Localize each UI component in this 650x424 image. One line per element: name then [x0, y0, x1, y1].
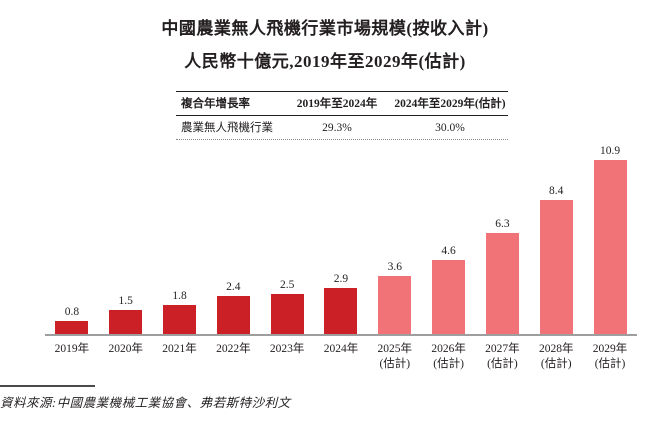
- bar-value-label: 1.8: [172, 290, 187, 303]
- bar-actual: [324, 287, 358, 334]
- x-axis-label: 2025年 (估計): [368, 336, 422, 372]
- x-axis-year: 2029年: [592, 343, 628, 355]
- bar-chart: 0.8 1.5 1.8 2.4 2.5 2.9 3.6 4.6 6.3 8.4 10.9 2019年…: [45, 142, 637, 372]
- cagr-row-period1-value: 29.3%: [322, 122, 352, 134]
- x-axis-estimate-note: (估計): [487, 358, 518, 370]
- bar-value-label: 2.4: [226, 280, 241, 293]
- source-block: 資料來源:中國農業機械工業協會、弗若斯特沙利文: [0, 385, 650, 411]
- bar-column: 0.8: [45, 306, 99, 334]
- x-axis-label: 2021年: [153, 336, 207, 372]
- cagr-table: 複合年增長率 2019年至2024年 2024年至2029年(估計) 農業無人飛…: [176, 91, 508, 140]
- x-axis-year: 2026年: [431, 343, 466, 355]
- bar-estimate: [539, 199, 573, 334]
- bar-value-label: 4.6: [441, 245, 456, 258]
- bar-actual: [109, 310, 143, 334]
- bar-value-label: 2.5: [279, 279, 295, 291]
- bar-value-label: 1.5: [118, 295, 133, 307]
- cagr-row-period2-value: 30.0%: [435, 122, 465, 134]
- bar-chart-x-axis-labels: 2019年 2020年 2021年 2022年 2023年 2024年 2025年 (估計) 2…: [45, 336, 637, 372]
- x-axis-estimate-note: (估計): [433, 358, 464, 370]
- bar-estimate: [432, 260, 466, 334]
- source-text: 資料來源:中國農業機械工業協會、弗若斯特沙利文: [0, 396, 291, 410]
- chart-title-line1: 中國農業無人飛機行業市場規模(按收入計): [161, 19, 489, 38]
- bar-column: 2.5: [260, 279, 314, 334]
- bar-column: 4.6: [422, 245, 476, 334]
- bar-actual: [163, 305, 197, 334]
- bar-value-label: 10.9: [599, 144, 621, 157]
- x-axis-label: 2028年 (估計): [529, 336, 583, 372]
- bar-actual: [270, 294, 304, 334]
- bar-column: 2.9: [314, 273, 368, 334]
- x-axis-estimate-note: (估計): [594, 358, 626, 370]
- bar-actual: [55, 321, 89, 334]
- x-axis-year: 2028年: [538, 343, 574, 355]
- bar-value-label: 0.8: [64, 306, 80, 319]
- cagr-row-label: 農業無人飛機行業: [181, 122, 273, 134]
- bar-value-label: 6.3: [495, 218, 510, 231]
- x-axis-year: 2019年: [54, 343, 90, 355]
- x-axis-estimate-note: (估計): [540, 358, 572, 370]
- x-axis-label: 2023年: [260, 336, 314, 372]
- x-axis-label: 2019年: [45, 336, 99, 372]
- bar-actual: [216, 295, 250, 334]
- cagr-header-period1: 2019年至2024年: [296, 98, 378, 110]
- x-axis-label: 2029年 (估計): [583, 336, 637, 372]
- bar-chart-plot-area: 0.8 1.5 1.8 2.4 2.5 2.9 3.6 4.6 6.3 8.4 10.9: [45, 142, 637, 336]
- x-axis-label: 2022年: [206, 336, 260, 372]
- x-axis-year: 2027年: [485, 343, 520, 355]
- bar-column: 8.4: [529, 185, 583, 334]
- x-axis-year: 2023年: [269, 343, 305, 355]
- x-axis-year: 2021年: [162, 343, 197, 355]
- x-axis-label: 2026年 (估計): [422, 336, 476, 372]
- bar-column: 2.4: [206, 281, 260, 334]
- x-axis-year: 2024年: [323, 343, 359, 355]
- source-divider: [0, 385, 95, 387]
- bar-value-label: 2.9: [333, 272, 349, 285]
- bar-value-label: 8.4: [549, 184, 564, 197]
- bar-column: 10.9: [583, 145, 637, 334]
- bar-column: 1.8: [153, 290, 207, 334]
- bar-estimate: [485, 233, 519, 334]
- chart-title: 中國農業無人飛機行業市場規模(按收入計) 人民幣十億元,2019年至2029年(…: [0, 0, 650, 78]
- x-axis-label: 2024年: [314, 336, 368, 372]
- x-axis-estimate-note: (估計): [379, 358, 411, 370]
- x-axis-label: 2020年: [99, 336, 153, 372]
- cagr-header-metric: 複合年增長率: [181, 98, 250, 110]
- cagr-header-period2: 2024年至2029年(估計): [394, 98, 506, 110]
- x-axis-year: 2025年: [377, 343, 413, 355]
- x-axis-year: 2022年: [216, 343, 251, 355]
- x-axis-label: 2027年 (估計): [476, 336, 530, 372]
- x-axis-year: 2020年: [108, 343, 143, 355]
- bar-value-label: 3.6: [387, 261, 402, 274]
- chart-title-line2: 人民幣十億元,2019年至2029年(估計): [184, 52, 466, 71]
- cagr-table-row: 農業無人飛機行業 29.3% 30.0%: [176, 116, 508, 140]
- bar-column: 1.5: [99, 295, 153, 334]
- bar-estimate: [593, 159, 627, 334]
- bar-column: 3.6: [368, 261, 422, 334]
- bar-estimate: [378, 276, 412, 334]
- cagr-table-header: 複合年增長率 2019年至2024年 2024年至2029年(估計): [176, 91, 508, 116]
- bar-column: 6.3: [476, 218, 530, 334]
